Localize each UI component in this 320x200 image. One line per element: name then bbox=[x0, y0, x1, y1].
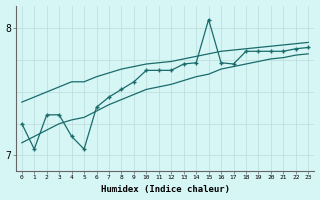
X-axis label: Humidex (Indice chaleur): Humidex (Indice chaleur) bbox=[100, 185, 229, 194]
